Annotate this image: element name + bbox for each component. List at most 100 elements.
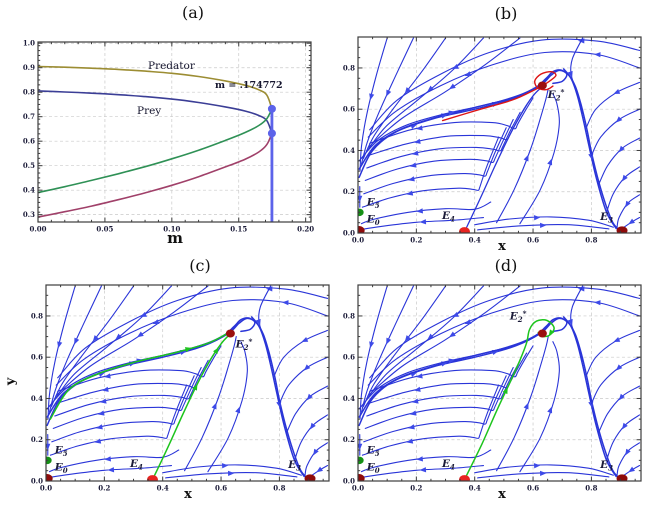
plot-frame	[45, 284, 330, 482]
panel-a-xaxis-label: m	[167, 229, 183, 247]
equilibrium-E5	[358, 456, 364, 465]
streamline	[616, 442, 641, 476]
equilibrium-label-E5: E5	[366, 445, 380, 459]
flow-arrow	[533, 463, 541, 469]
flow-arrow	[416, 208, 424, 214]
flow-arrow	[621, 174, 628, 182]
plot-frame	[357, 284, 642, 482]
flow-arrow	[625, 200, 631, 208]
flow-arrow	[228, 470, 235, 476]
streamline	[562, 68, 617, 230]
streamline	[361, 216, 485, 230]
streamline	[47, 285, 76, 420]
streamline	[273, 329, 329, 377]
equilibrium-E4	[458, 227, 470, 233]
plot-content	[46, 285, 329, 481]
flow-arrow	[282, 300, 289, 306]
equilibrium-E3	[304, 474, 316, 481]
flow-arrow	[547, 158, 553, 166]
svg-text:0.05: 0.05	[96, 225, 113, 234]
svg-text:0.6: 0.6	[527, 236, 539, 245]
flow-arrow	[452, 311, 460, 317]
red-limit-cycle	[441, 70, 557, 122]
streamline	[304, 442, 329, 476]
equilibrium-label-E0: E0	[54, 461, 68, 475]
flow-arrow	[449, 331, 456, 338]
flow-arrow	[411, 398, 419, 404]
streamline	[278, 356, 329, 405]
svg-text:0.5: 0.5	[23, 161, 35, 170]
svg-text:0.4: 0.4	[343, 394, 355, 403]
series-3	[38, 132, 273, 218]
plot-frame	[37, 41, 312, 223]
svg-text:0.2: 0.2	[31, 435, 43, 444]
tick-labels: 0.0 0.2 0.4 0.6 0.8 0.0 0.2 0.4 0.6 0.8	[343, 311, 598, 492]
equilibrium-label-E3: E3	[599, 211, 613, 225]
equilibrium-E2	[537, 81, 547, 90]
flow-arrow	[369, 341, 375, 349]
flow-arrow	[618, 145, 625, 153]
streamline	[360, 37, 414, 165]
streamline	[48, 285, 102, 413]
svg-text:0.8: 0.8	[273, 484, 285, 493]
svg-text:0.7: 0.7	[23, 112, 35, 121]
flow-arrow	[452, 63, 460, 69]
E4-unstable-manifold	[464, 85, 544, 231]
flow-arrow	[567, 70, 573, 78]
streamline	[585, 81, 641, 129]
flow-arrow	[408, 176, 415, 182]
svg-text:0.9: 0.9	[23, 63, 35, 72]
axis-ticks	[357, 285, 641, 482]
panel-d-xaxis-label: x	[498, 487, 506, 502]
streamline	[359, 37, 388, 172]
flow-arrow	[427, 85, 434, 92]
svg-text:0.2: 0.2	[343, 187, 355, 196]
plot-content	[358, 285, 641, 481]
flow-arrow	[415, 373, 423, 379]
panel-b-xaxis-label: x	[498, 239, 506, 254]
svg-text:0.0: 0.0	[40, 484, 52, 493]
equilibrium-labels: E0 E5 E4 E3 E2*	[54, 337, 301, 475]
streamline	[250, 316, 305, 478]
equilibrium-E0	[358, 226, 365, 233]
streamline	[616, 194, 641, 228]
flow-arrow	[369, 93, 375, 101]
flow-arrow	[103, 373, 111, 379]
streamline	[48, 449, 180, 473]
streamline	[369, 286, 641, 379]
svg-text:0.6: 0.6	[527, 484, 539, 493]
flow-arrow	[464, 319, 472, 325]
flow-arrow	[409, 410, 417, 416]
flow-arrow	[211, 402, 217, 410]
flow-arrow	[404, 335, 411, 342]
series-2	[38, 108, 273, 194]
flow-arrow	[104, 456, 112, 462]
tick-labels: 0.0 0.2 0.4 0.6 0.8 0.0 0.2 0.4 0.6 0.8	[343, 63, 598, 244]
streamline	[519, 341, 560, 473]
streamline	[369, 345, 534, 392]
flow-arrow	[419, 467, 427, 473]
flow-arrow	[74, 337, 80, 345]
panel-c-yaxis-label: y	[3, 377, 19, 386]
flow-arrow	[255, 318, 261, 326]
prey-curve-label: Prey	[137, 105, 162, 117]
streamline	[363, 375, 507, 443]
svg-text:0.2: 0.2	[410, 236, 422, 245]
flow-arrow	[57, 341, 63, 349]
streamline	[519, 93, 560, 225]
flow-arrow	[449, 83, 456, 90]
svg-text:0.00: 0.00	[29, 225, 46, 234]
streamline	[358, 69, 620, 231]
flow-arrow	[406, 190, 414, 196]
streamline	[360, 285, 414, 413]
equilibrium-E3	[616, 226, 628, 233]
tick-labels: 0.00 0.05 0.10 0.15 0.20 0.3 0.4 0.5 0.6 0.7 0.8 0.…	[23, 39, 314, 234]
equilibrium-labels: E0 E5 E4 E3 E2*	[366, 309, 613, 475]
streamline	[590, 356, 641, 405]
flow-arrow	[615, 364, 623, 371]
bifurcation-point	[267, 104, 276, 113]
svg-text:0.20: 0.20	[297, 225, 314, 234]
svg-text:0.8: 0.8	[23, 88, 35, 97]
